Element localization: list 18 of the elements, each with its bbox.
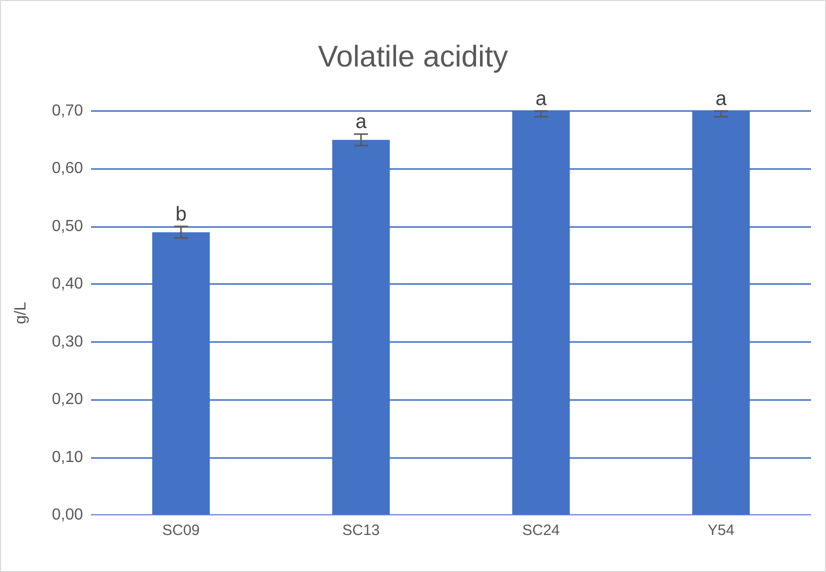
y-axis-title: g/L xyxy=(12,302,30,324)
chart-title: Volatile acidity xyxy=(318,40,508,74)
x-tick-label: SC09 xyxy=(162,522,200,539)
y-tick-label: 0,00 xyxy=(52,506,84,524)
y-tick-label: 0,50 xyxy=(52,218,84,235)
y-tick-label: 0,40 xyxy=(52,276,84,293)
y-tick-label: 0,70 xyxy=(52,102,84,120)
x-tick-label: Y54 xyxy=(708,522,734,539)
annotation: a xyxy=(535,88,548,110)
y-tick-label: 0,30 xyxy=(52,333,84,350)
annotation: a xyxy=(355,111,368,134)
y-tick-label: 0,10 xyxy=(52,448,84,466)
x-tick-label: SC24 xyxy=(522,522,560,539)
y-tick-label: 0,60 xyxy=(52,160,84,178)
x-tick-label: SC13 xyxy=(342,522,380,539)
y-tick-label: 0,20 xyxy=(52,391,84,408)
annotation: b xyxy=(175,203,187,226)
annotation: a xyxy=(715,88,728,110)
